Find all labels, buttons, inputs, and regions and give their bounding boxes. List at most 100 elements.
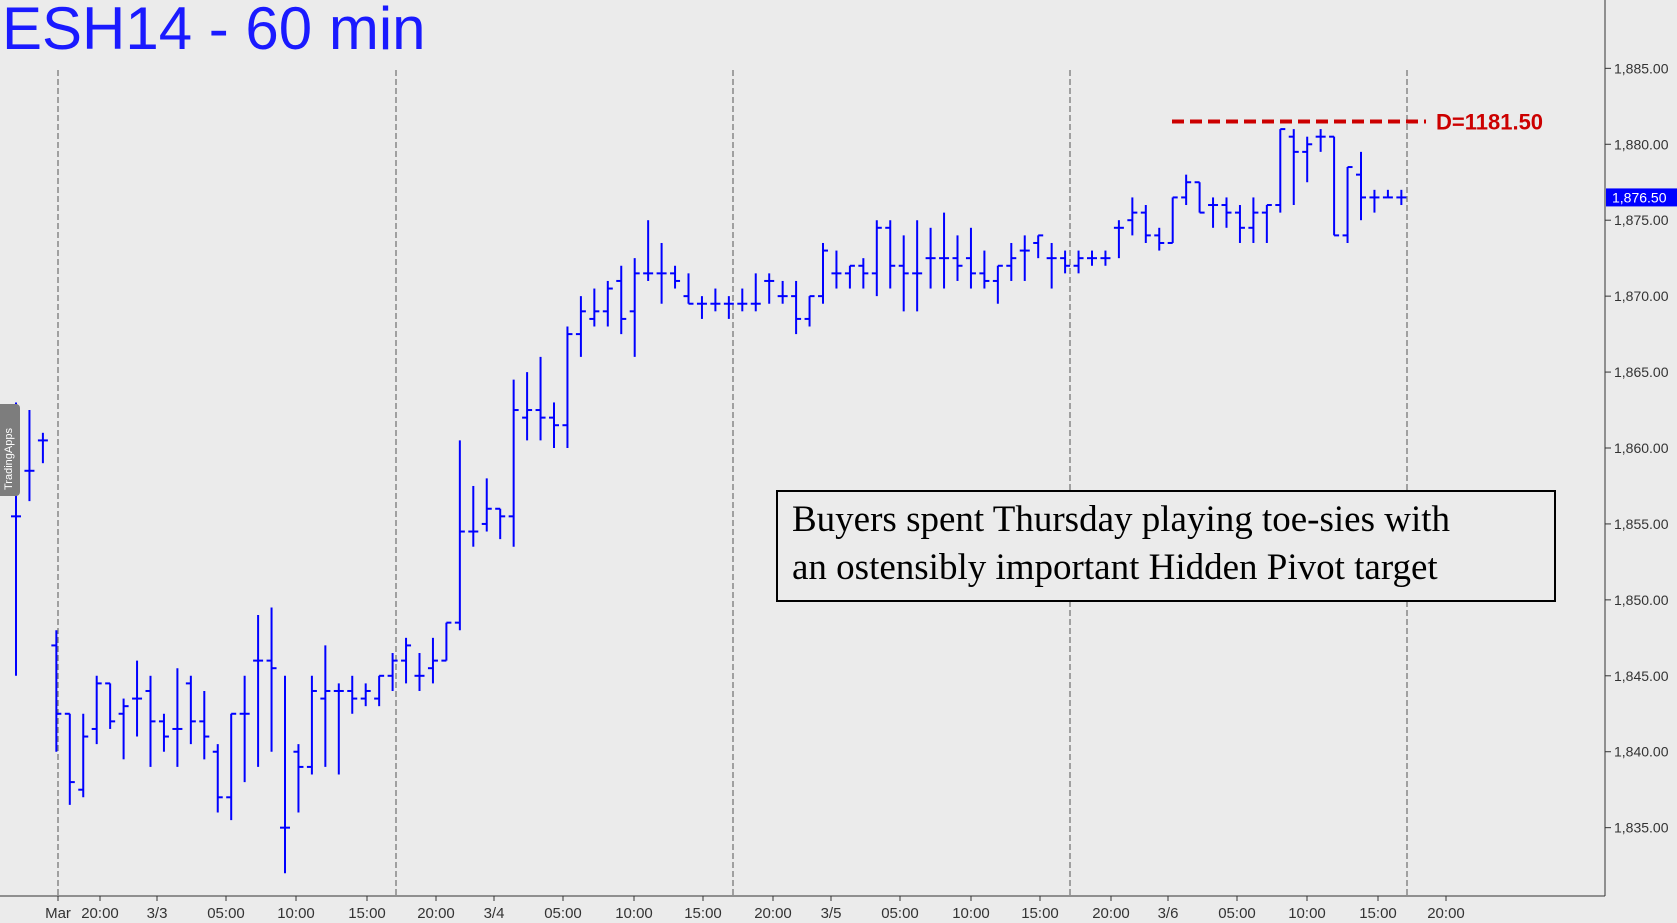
ohlc-bar [643, 220, 654, 281]
x-tick-label: 15:00 [348, 905, 386, 922]
ohlc-bar [939, 212, 950, 289]
target-label: D=1181.50 [1436, 109, 1543, 134]
ohlc-bar [1033, 234, 1044, 259]
annotation-line-2: an ostensibly important Hidden Pivot tar… [792, 547, 1438, 588]
ohlc-bar [1073, 250, 1084, 274]
x-tick-label: 10:00 [277, 905, 315, 922]
x-tick-label: 3/6 [1158, 905, 1179, 922]
ohlc-bar [1100, 250, 1111, 266]
x-tick-label: 15:00 [684, 905, 722, 922]
ohlc-bar [495, 507, 506, 540]
ohlc-bar [912, 220, 923, 312]
ohlc-bar [427, 637, 438, 684]
ohlc-bar [1396, 189, 1407, 206]
ohlc-bar [696, 296, 707, 319]
y-tick-label: 1,885.00 [1614, 60, 1669, 76]
ohlc-bar [1194, 181, 1205, 214]
ohlc-bar [575, 296, 586, 357]
ohlc-bar [1046, 242, 1057, 289]
ohlc-bar [1342, 166, 1353, 243]
ohlc-bar [750, 273, 761, 312]
ohlc-bar [239, 675, 250, 783]
last-price-tag [1606, 188, 1677, 207]
x-tick-label: 15:00 [1021, 905, 1059, 922]
x-tick-label: 15:00 [1359, 905, 1397, 922]
x-tick-label: Mar [45, 905, 71, 922]
ohlc-bar [1382, 189, 1393, 199]
side-tab-label: TradingApps [3, 428, 15, 490]
y-tick-label: 1,855.00 [1614, 516, 1669, 532]
ohlc-bar [656, 242, 667, 304]
ohlc-bar [791, 280, 802, 335]
x-tick-label: 3/5 [821, 905, 842, 922]
ohlc-bar [360, 683, 371, 707]
annotation-box: Buyers spent Thursday playing toe-sies w… [776, 490, 1556, 602]
ohlc-bar [1060, 250, 1071, 274]
ohlc-bar [522, 372, 533, 441]
ohlc-bar [454, 440, 465, 631]
ohlc-bar [1019, 235, 1030, 281]
y-tick-label: 1,860.00 [1614, 440, 1669, 456]
ohlc-bar [414, 653, 425, 691]
y-tick-label: 1,840.00 [1614, 744, 1669, 760]
ohlc-bar [185, 675, 196, 745]
ohlc-bars [11, 128, 1407, 874]
y-tick-label: 1,850.00 [1614, 592, 1669, 608]
x-tick-label: 10:00 [1288, 905, 1326, 922]
ohlc-bar [24, 410, 35, 502]
ohlc-bar [602, 280, 613, 327]
ohlc-bar [804, 295, 815, 327]
ohlc-bar [898, 235, 909, 312]
ohlc-bar [374, 674, 385, 707]
last-price-label: 1,876.50 [1612, 189, 1667, 205]
ohlc-bar [844, 264, 855, 289]
side-tab[interactable]: TradingApps [0, 404, 20, 496]
ohlc-bar [1154, 227, 1165, 251]
ohlc-bar [1234, 205, 1245, 243]
ohlc-bar [710, 288, 721, 312]
ohlc-bar [199, 690, 210, 760]
x-tick-label: 05:00 [1218, 905, 1256, 922]
x-tick-label: 20:00 [1092, 905, 1130, 922]
ohlc-bar [683, 273, 694, 305]
ohlc-bar [401, 637, 412, 684]
ohlc-bar [37, 432, 48, 464]
x-tick-label: 3/4 [484, 905, 505, 922]
ohlc-bar [266, 607, 277, 752]
ohlc-bar [253, 615, 264, 767]
ohlc-bar [306, 675, 317, 775]
ohlc-bar [293, 744, 304, 813]
ohlc-bar [91, 675, 102, 745]
x-tick-label: 20:00 [1427, 905, 1465, 922]
ohlc-bar [629, 258, 640, 357]
ohlc-bar [172, 668, 183, 767]
ohlc-bar [764, 273, 775, 304]
ohlc-bar [387, 653, 398, 691]
ohlc-bar [1248, 197, 1259, 243]
ohlc-bar [132, 660, 143, 737]
ohlc-bar [670, 265, 681, 289]
ohlc-bar [992, 264, 1003, 304]
ohlc-bar [333, 683, 344, 775]
y-tick-label: 1,880.00 [1614, 136, 1669, 152]
ohlc-bar [777, 280, 788, 304]
ohlc-bar [441, 621, 452, 662]
x-tick-label: 3/3 [147, 905, 168, 922]
x-tick-label: 20:00 [754, 905, 792, 922]
ohlc-bar [616, 265, 627, 335]
ohlc-bar [562, 326, 573, 448]
x-tick-label: 05:00 [544, 905, 582, 922]
x-tick-label: 20:00 [417, 905, 455, 922]
ohlc-bar [1275, 128, 1286, 213]
ohlc-bar [158, 713, 169, 752]
ohlc-bar [1006, 242, 1017, 281]
x-tick-label: 20:00 [81, 905, 119, 922]
annotation-line-1: Buyers spent Thursday playing toe-sies w… [792, 499, 1451, 540]
ohlc-bar [280, 675, 290, 874]
ohlc-bar [320, 645, 331, 767]
ohlc-bar [105, 682, 116, 729]
ohlc-bar [1087, 250, 1097, 266]
ohlc-bar [226, 712, 237, 821]
